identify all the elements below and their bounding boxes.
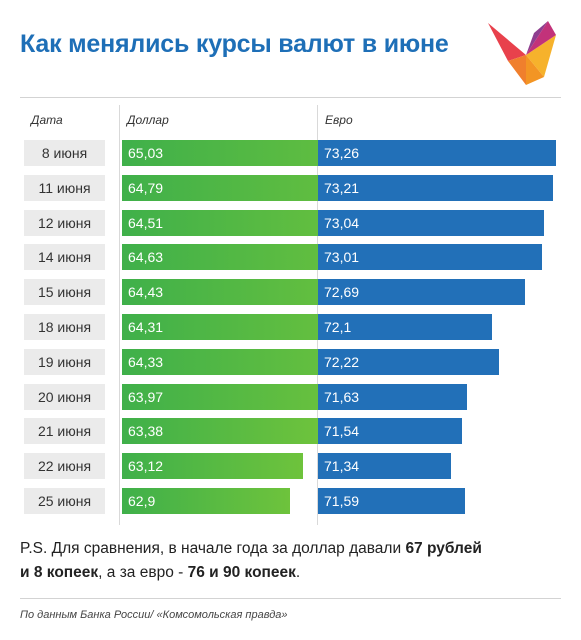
eur-bar: 71,34 (318, 453, 451, 479)
usd-bar: 63,12 (122, 453, 303, 479)
date-label: 15 июня (24, 279, 105, 305)
date-label: 18 июня (24, 314, 105, 340)
date-label: 8 июня (24, 140, 105, 166)
eur-bar: 72,1 (318, 314, 492, 340)
date-label: 11 июня (24, 175, 105, 201)
column-header-usd: Доллар (127, 113, 169, 127)
usd-bar: 62,9 (122, 488, 290, 514)
column-header-date: Дата (31, 113, 63, 127)
eur-bar: 73,26 (318, 140, 556, 166)
date-label: 14 июня (24, 244, 105, 270)
note-middle: , а за евро - (98, 564, 188, 581)
date-label: 20 июня (24, 384, 105, 410)
eur-bar: 73,01 (318, 244, 542, 270)
eur-bar: 72,22 (318, 349, 499, 375)
date-label: 12 июня (24, 210, 105, 236)
eur-bar: 72,69 (318, 279, 525, 305)
swallow-logo-icon (488, 21, 556, 85)
date-label: 25 июня (24, 488, 105, 514)
usd-bar: 63,97 (122, 384, 354, 410)
top-divider (20, 97, 561, 98)
eur-bar: 73,04 (318, 210, 544, 236)
date-label: 22 июня (24, 453, 105, 479)
eur-bar: 71,63 (318, 384, 467, 410)
usd-axis-line (119, 105, 120, 525)
date-label: 21 июня (24, 418, 105, 444)
date-label: 19 июня (24, 349, 105, 375)
page-title: Как менялись курсы валют в июне (20, 30, 449, 58)
source-text: По данным Банка России/ «Комсомольская п… (20, 609, 288, 621)
eur-bar: 71,59 (318, 488, 465, 514)
column-header-eur: Евро (325, 113, 353, 127)
bottom-divider (20, 598, 561, 599)
eur-bar: 73,21 (318, 175, 553, 201)
note-end: . (295, 564, 301, 581)
eur-bar: 71,54 (318, 418, 462, 444)
note-eur-amount: 76 и 90 копеек (187, 564, 296, 581)
note-usd-rub: 67 рублей (405, 540, 482, 557)
usd-bar: 63,38 (122, 418, 319, 444)
note-usd-kopeks: и 8 копеек (20, 564, 99, 581)
footnote: P.S. Для сравнения, в начале года за дол… (20, 537, 550, 585)
note-prefix: P.S. Для сравнения, в начале года за дол… (20, 540, 406, 557)
